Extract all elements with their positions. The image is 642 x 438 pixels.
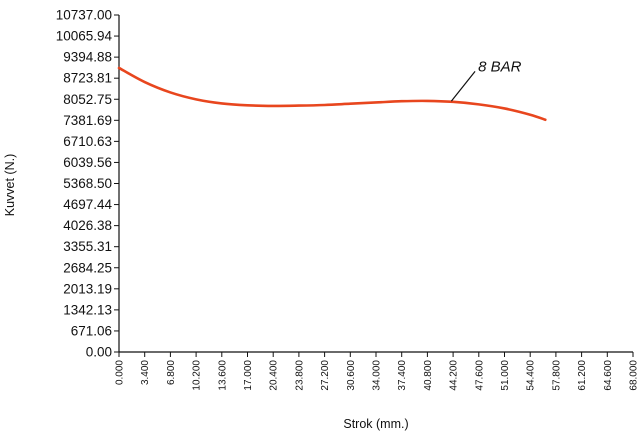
x-axis: 0.000 3.400 6.800 10.200 13.600 17.000 20.400 2… bbox=[115, 351, 640, 391]
x-tick-label: 54.400 bbox=[526, 360, 537, 391]
y-tick-label: 7381.69 bbox=[63, 113, 112, 128]
annotation-leader bbox=[450, 70, 476, 102]
x-tick-label: 34.000 bbox=[372, 360, 383, 391]
y-tick-label: 10737.00 bbox=[56, 8, 112, 23]
x-tick-label: 10.200 bbox=[192, 360, 203, 391]
series-line-0 bbox=[117, 66, 547, 122]
y-tick-label: 8052.75 bbox=[63, 92, 112, 107]
y-tick-label: 6039.56 bbox=[63, 155, 112, 170]
y-tick-label: 6710.63 bbox=[63, 134, 112, 149]
x-tick-label: 30.600 bbox=[346, 360, 357, 391]
series-group bbox=[117, 66, 547, 122]
y-tick-label: 2684.25 bbox=[63, 260, 112, 275]
y-tick-label: 3355.31 bbox=[63, 239, 112, 254]
x-tick-label: 61.200 bbox=[577, 360, 588, 391]
y-tick-label: 1342.13 bbox=[63, 302, 112, 317]
y-tick-label: 2013.19 bbox=[63, 281, 112, 296]
x-tick-label: 57.800 bbox=[551, 360, 562, 391]
x-tick-label: 51.000 bbox=[500, 360, 511, 391]
y-tick-label: 4026.38 bbox=[63, 218, 112, 233]
x-tick-label: 13.600 bbox=[217, 360, 228, 391]
x-axis-title: Strok (mm.) bbox=[343, 417, 408, 431]
y-axis-title: Kuvvet (N.) bbox=[3, 154, 17, 217]
y-tick-label: 8723.81 bbox=[63, 71, 112, 86]
x-tick-label: 0.000 bbox=[115, 360, 126, 385]
x-tick-label: 64.600 bbox=[603, 360, 614, 391]
x-tick-label: 47.600 bbox=[474, 360, 485, 391]
annotations-group: 8 BAR bbox=[450, 58, 522, 102]
annotation-label: 8 BAR bbox=[478, 58, 522, 75]
x-tick-label: 40.800 bbox=[423, 360, 434, 391]
x-tick-label: 17.000 bbox=[243, 360, 254, 391]
x-tick-label: 6.800 bbox=[166, 360, 177, 385]
y-tick-label: 10065.94 bbox=[56, 29, 113, 44]
y-tick-label: 4697.44 bbox=[63, 197, 112, 212]
x-tick-label: 44.200 bbox=[449, 360, 460, 391]
x-tick-label: 23.800 bbox=[294, 360, 305, 391]
x-tick-label: 68.000 bbox=[629, 360, 640, 391]
x-tick-label: 37.400 bbox=[397, 360, 408, 391]
x-tick-label: 3.400 bbox=[140, 360, 151, 385]
y-tick-label: 5368.50 bbox=[63, 176, 112, 191]
y-axis: 0.00 671.06 1342.13 2013.19 2684.25 3355.31 40… bbox=[56, 8, 120, 360]
x-tick-label: 27.200 bbox=[320, 360, 331, 391]
y-tick-label: 0.00 bbox=[86, 345, 112, 360]
x-tick-label: 20.400 bbox=[269, 360, 280, 391]
y-tick-label: 671.06 bbox=[71, 323, 112, 338]
y-tick-label: 9394.88 bbox=[63, 50, 112, 65]
